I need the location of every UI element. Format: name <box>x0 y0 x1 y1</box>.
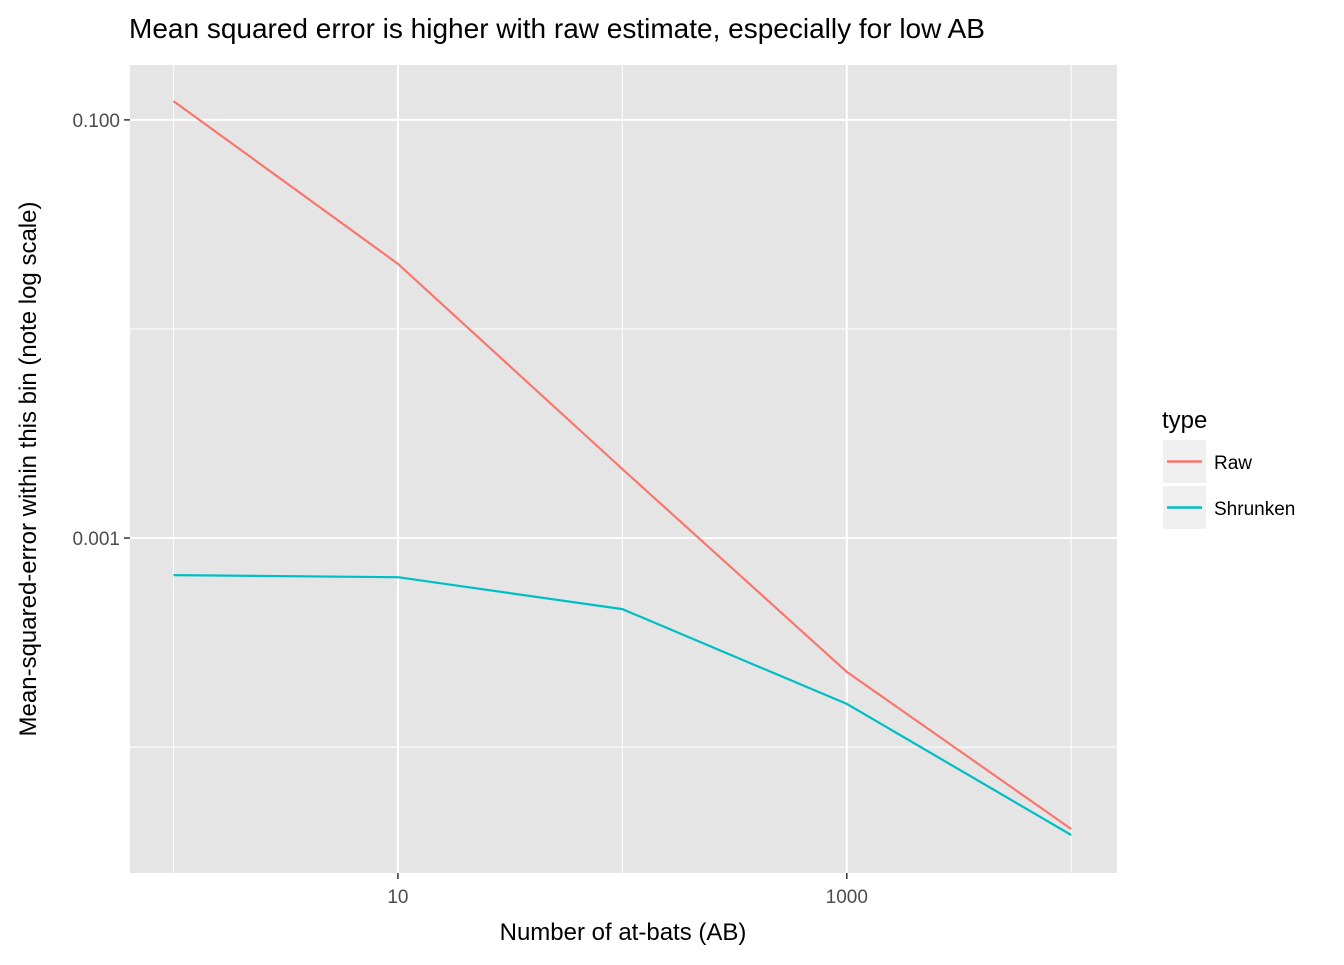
y-tick-label: 0.001 <box>72 529 120 550</box>
legend: type Raw Shrunken <box>1162 407 1295 529</box>
series-lines <box>172 100 1072 836</box>
axes: 10 1000 0.100 0.001 <box>72 111 867 908</box>
y-tick-label: 0.100 <box>72 111 120 132</box>
legend-label-shrunken: Shrunken <box>1214 499 1295 520</box>
series-line-raw <box>172 100 1072 830</box>
chart-title: Mean squared error is higher with raw es… <box>129 13 985 44</box>
legend-label-raw: Raw <box>1214 453 1252 474</box>
x-tick-label: 1000 <box>826 887 868 908</box>
legend-title: type <box>1162 407 1207 434</box>
y-axis-label: Mean-squared-error within this bin (note… <box>15 202 42 737</box>
x-tick-label: 10 <box>387 887 408 908</box>
series-line-shrunken <box>173 574 1072 836</box>
x-axis-label: Number of at-bats (AB) <box>500 919 747 946</box>
